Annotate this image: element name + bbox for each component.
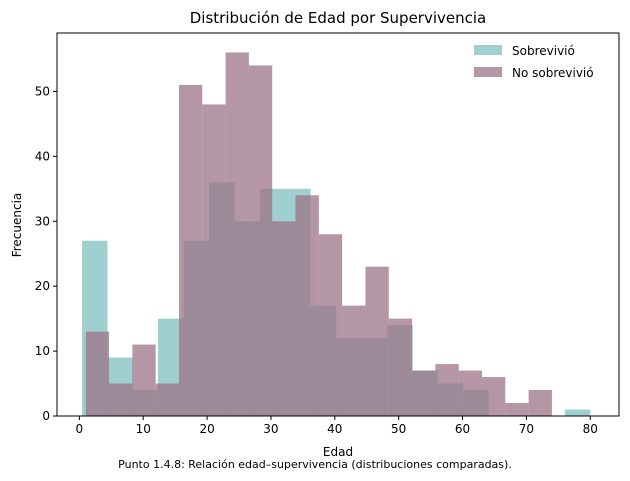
x-axis-ticks: 0 10 20 30 40 50 60 70 80 (76, 416, 598, 436)
bar-not-survived-19 (528, 390, 552, 416)
y-tick-label-4: 40 (35, 149, 50, 163)
legend-swatch-survived (474, 45, 502, 55)
y-tick-label-1: 10 (35, 344, 50, 358)
x-tick-label-4: 40 (327, 422, 342, 436)
y-tick-label-5: 50 (35, 84, 50, 98)
y-tick-label-0: 0 (42, 409, 50, 423)
bar-not-survived-0 (85, 331, 110, 416)
bar-survived-19 (564, 409, 591, 416)
x-tick-label-1: 10 (136, 422, 151, 436)
bar-not-survived-10 (318, 234, 343, 416)
bar-not-survived-3 (155, 383, 179, 416)
x-axis-label: Edad (323, 445, 353, 459)
legend: Sobrevivió No sobrevivió (474, 44, 594, 80)
bars-layer (82, 52, 591, 417)
bar-not-survived-4 (178, 84, 203, 417)
bar-not-survived-5 (202, 104, 226, 417)
y-tick-label-3: 30 (35, 214, 50, 228)
bar-not-survived-13 (388, 318, 413, 416)
bar-not-survived-7 (248, 65, 273, 416)
x-tick-label-3: 30 (263, 422, 278, 436)
bar-not-survived-12 (365, 266, 389, 416)
bar-not-survived-1 (109, 383, 133, 416)
bar-not-survived-11 (342, 305, 366, 416)
bar-not-survived-6 (225, 52, 249, 416)
bar-not-survived-2 (132, 344, 156, 416)
bar-not-survived-14 (412, 370, 436, 416)
bar-not-survived-18 (505, 403, 529, 416)
chart-title: Distribución de Edad por Supervivencia (190, 9, 486, 27)
x-tick-label-5: 50 (391, 422, 406, 436)
figure-caption: Punto 1.4.8: Relación edad–supervivencia… (118, 458, 512, 471)
plot-frame (56, 32, 620, 417)
y-axis-ticks: 0 10 20 30 40 50 (35, 84, 57, 423)
bar-not-survived-17 (482, 377, 506, 416)
legend-label-survived: Sobrevivió (512, 44, 575, 58)
bar-not-survived-16 (458, 370, 483, 416)
y-tick-label-2: 20 (35, 279, 50, 293)
x-tick-label-6: 60 (455, 422, 470, 436)
x-tick-label-7: 70 (519, 422, 534, 436)
bar-not-survived-8 (272, 221, 296, 416)
legend-label-not-survived: No sobrevivió (512, 66, 594, 80)
y-axis-label: Frecuencia (10, 193, 24, 258)
bar-not-survived-9 (295, 195, 319, 416)
legend-swatch-not-survived (474, 67, 502, 77)
x-tick-label-8: 80 (583, 422, 598, 436)
bar-not-survived-15 (435, 364, 459, 416)
x-tick-label-0: 0 (76, 422, 84, 436)
x-tick-label-2: 20 (199, 422, 214, 436)
